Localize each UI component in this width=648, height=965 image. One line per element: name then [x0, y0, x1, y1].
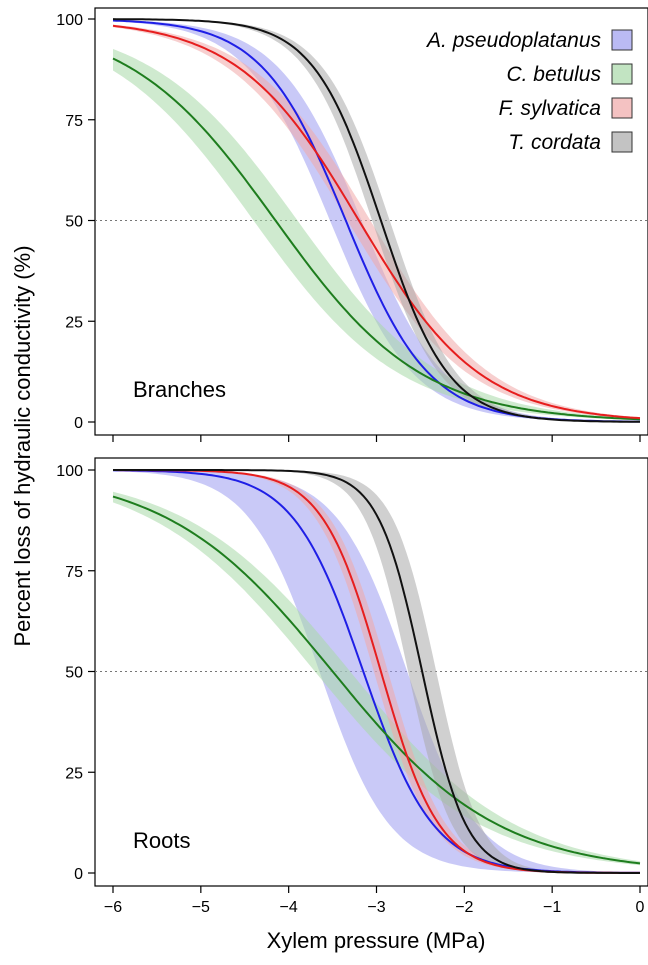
- series-line-t-cordata: [112, 18, 640, 423]
- band-c-betulus: [113, 491, 640, 866]
- legend-swatch-f-sylvatica: [611, 97, 633, 119]
- series-line-f-sylvatica: [112, 24, 641, 420]
- legend-label-a-pseudoplatanus: A. pseudoplatanus: [425, 29, 601, 52]
- y-tick-label: 75: [65, 564, 83, 581]
- panel-label: Roots: [133, 828, 190, 853]
- panel-branches: 0 25 50 75 100 Branches A. pseudoplatanus C. be…: [56, 7, 648, 442]
- y-tick-label: 100: [56, 463, 83, 480]
- x-axis-title: Xylem pressure (MPa): [267, 928, 486, 953]
- x-tick-label: −1: [543, 899, 561, 916]
- legend-label-f-sylvatica: F. sylvatica: [499, 97, 601, 120]
- x-tick-label: −2: [455, 899, 473, 916]
- panel-label: Branches: [133, 377, 226, 402]
- y-tick-label: 0: [74, 415, 83, 432]
- legend-label-c-betulus: C. betulus: [506, 63, 601, 86]
- legend-swatch-t-cordata: [611, 131, 633, 153]
- y-tick-label: 50: [65, 214, 83, 231]
- y-axis-title: Percent loss of hydraulic conductivity (…: [10, 245, 35, 646]
- x-tick-label: −5: [192, 899, 210, 916]
- y-tick-label: 0: [74, 866, 83, 883]
- band-f-sylvatica: [113, 470, 640, 873]
- legend-swatch-a-pseudoplatanus: [611, 29, 633, 51]
- series-line-t-cordata: [113, 469, 640, 874]
- plot-area: [112, 18, 641, 423]
- band-t-cordata: [113, 19, 640, 422]
- panel-roots: 0 25 50 75 100 −6 −5 −4 −3 −2 −1 0 Roots: [56, 457, 648, 916]
- y-tick-label: 50: [65, 665, 83, 682]
- band-c-betulus: [113, 49, 640, 420]
- series-line-c-betulus: [112, 57, 641, 421]
- y-tick-label: 25: [65, 765, 83, 782]
- x-tick-label: −3: [367, 899, 385, 916]
- x-tick-label: −6: [104, 899, 122, 916]
- y-tick-label: 100: [56, 12, 83, 29]
- x-tick-label: 0: [636, 899, 645, 916]
- y-tick-label: 25: [65, 314, 83, 331]
- plot-frame: [94, 7, 648, 436]
- x-tick-label: −4: [280, 899, 298, 916]
- legend-label-t-cordata: T. cordata: [508, 131, 601, 154]
- plot-area: [112, 469, 641, 874]
- legend-swatch-c-betulus: [611, 63, 633, 85]
- series-line-c-betulus: [112, 495, 641, 865]
- y-tick-label: 75: [65, 113, 83, 130]
